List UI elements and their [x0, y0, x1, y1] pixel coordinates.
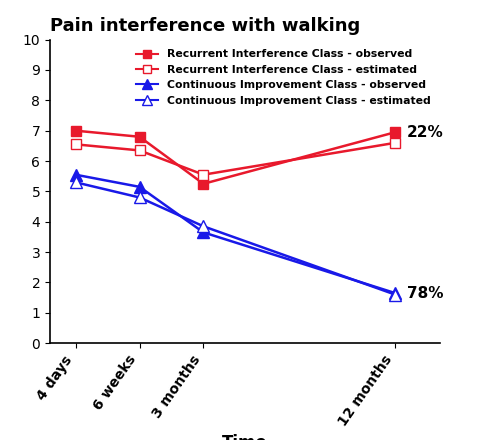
X-axis label: Time: Time — [222, 434, 268, 440]
Text: 78%: 78% — [407, 286, 444, 301]
Text: Pain interference with walking: Pain interference with walking — [50, 17, 360, 35]
Legend: Recurrent Interference Class - observed, Recurrent Interference Class - estimate: Recurrent Interference Class - observed,… — [132, 45, 434, 110]
Text: 22%: 22% — [407, 125, 444, 139]
